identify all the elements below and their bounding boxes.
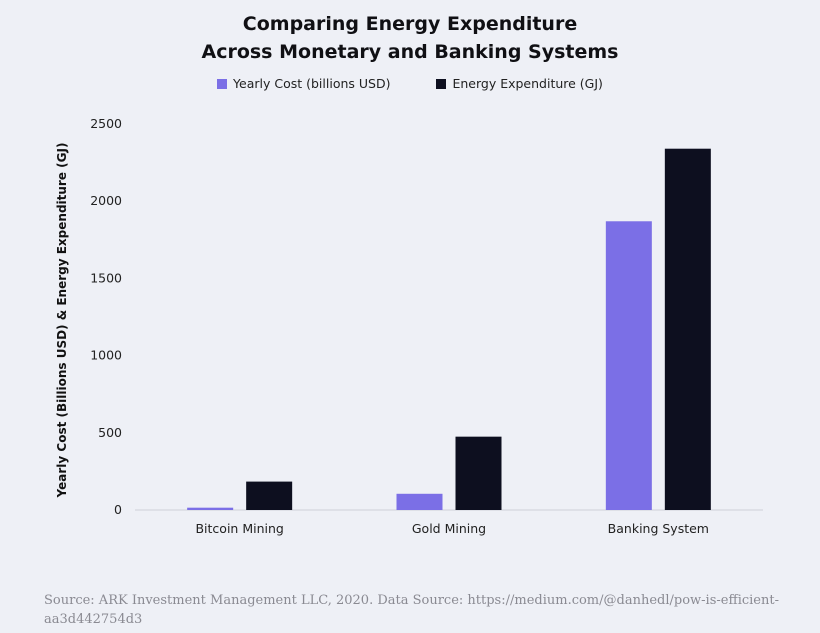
legend-label-yearly-cost: Yearly Cost (billions USD) — [233, 76, 391, 91]
chart-title-line-2: Across Monetary and Banking Systems — [201, 41, 619, 63]
bar-yearly-cost-banking-system — [605, 221, 652, 510]
bar-energy-expenditure-bitcoin-mining — [246, 481, 293, 510]
legend-swatch-energy-expenditure — [436, 78, 447, 89]
legend-swatch-yearly-cost — [217, 78, 228, 89]
x-tick-label: Bitcoin Mining — [195, 521, 283, 536]
bar-energy-expenditure-gold-mining — [455, 436, 502, 510]
chart-legend: Yearly Cost (billions USD) Energy Expend… — [0, 76, 820, 91]
y-tick-label: 0 — [114, 502, 122, 517]
chart-title: Comparing Energy Expenditure Across Mone… — [0, 10, 820, 66]
legend-item-energy-expenditure: Energy Expenditure (GJ) — [436, 76, 603, 91]
x-tick-label: Gold Mining — [412, 521, 486, 536]
source-note: Source: ARK Investment Management LLC, 2… — [44, 593, 779, 627]
chart-title-line-1: Comparing Energy Expenditure — [242, 13, 578, 35]
legend-label-energy-expenditure: Energy Expenditure (GJ) — [452, 76, 603, 91]
y-axis-label: Yearly Cost (Billions USD) & Energy Expe… — [55, 143, 69, 499]
y-tick-label: 500 — [98, 425, 122, 440]
y-tick-label: 1000 — [90, 348, 122, 363]
y-tick-label: 1500 — [90, 270, 122, 285]
bar-yearly-cost-gold-mining — [396, 493, 443, 510]
legend-item-yearly-cost: Yearly Cost (billions USD) — [217, 76, 390, 91]
bar-yearly-cost-bitcoin-mining — [187, 507, 234, 510]
y-tick-label: 2000 — [90, 193, 122, 208]
bar-energy-expenditure-banking-system — [664, 148, 711, 511]
y-tick-label: 2500 — [90, 116, 122, 131]
x-tick-label: Banking System — [608, 521, 709, 536]
